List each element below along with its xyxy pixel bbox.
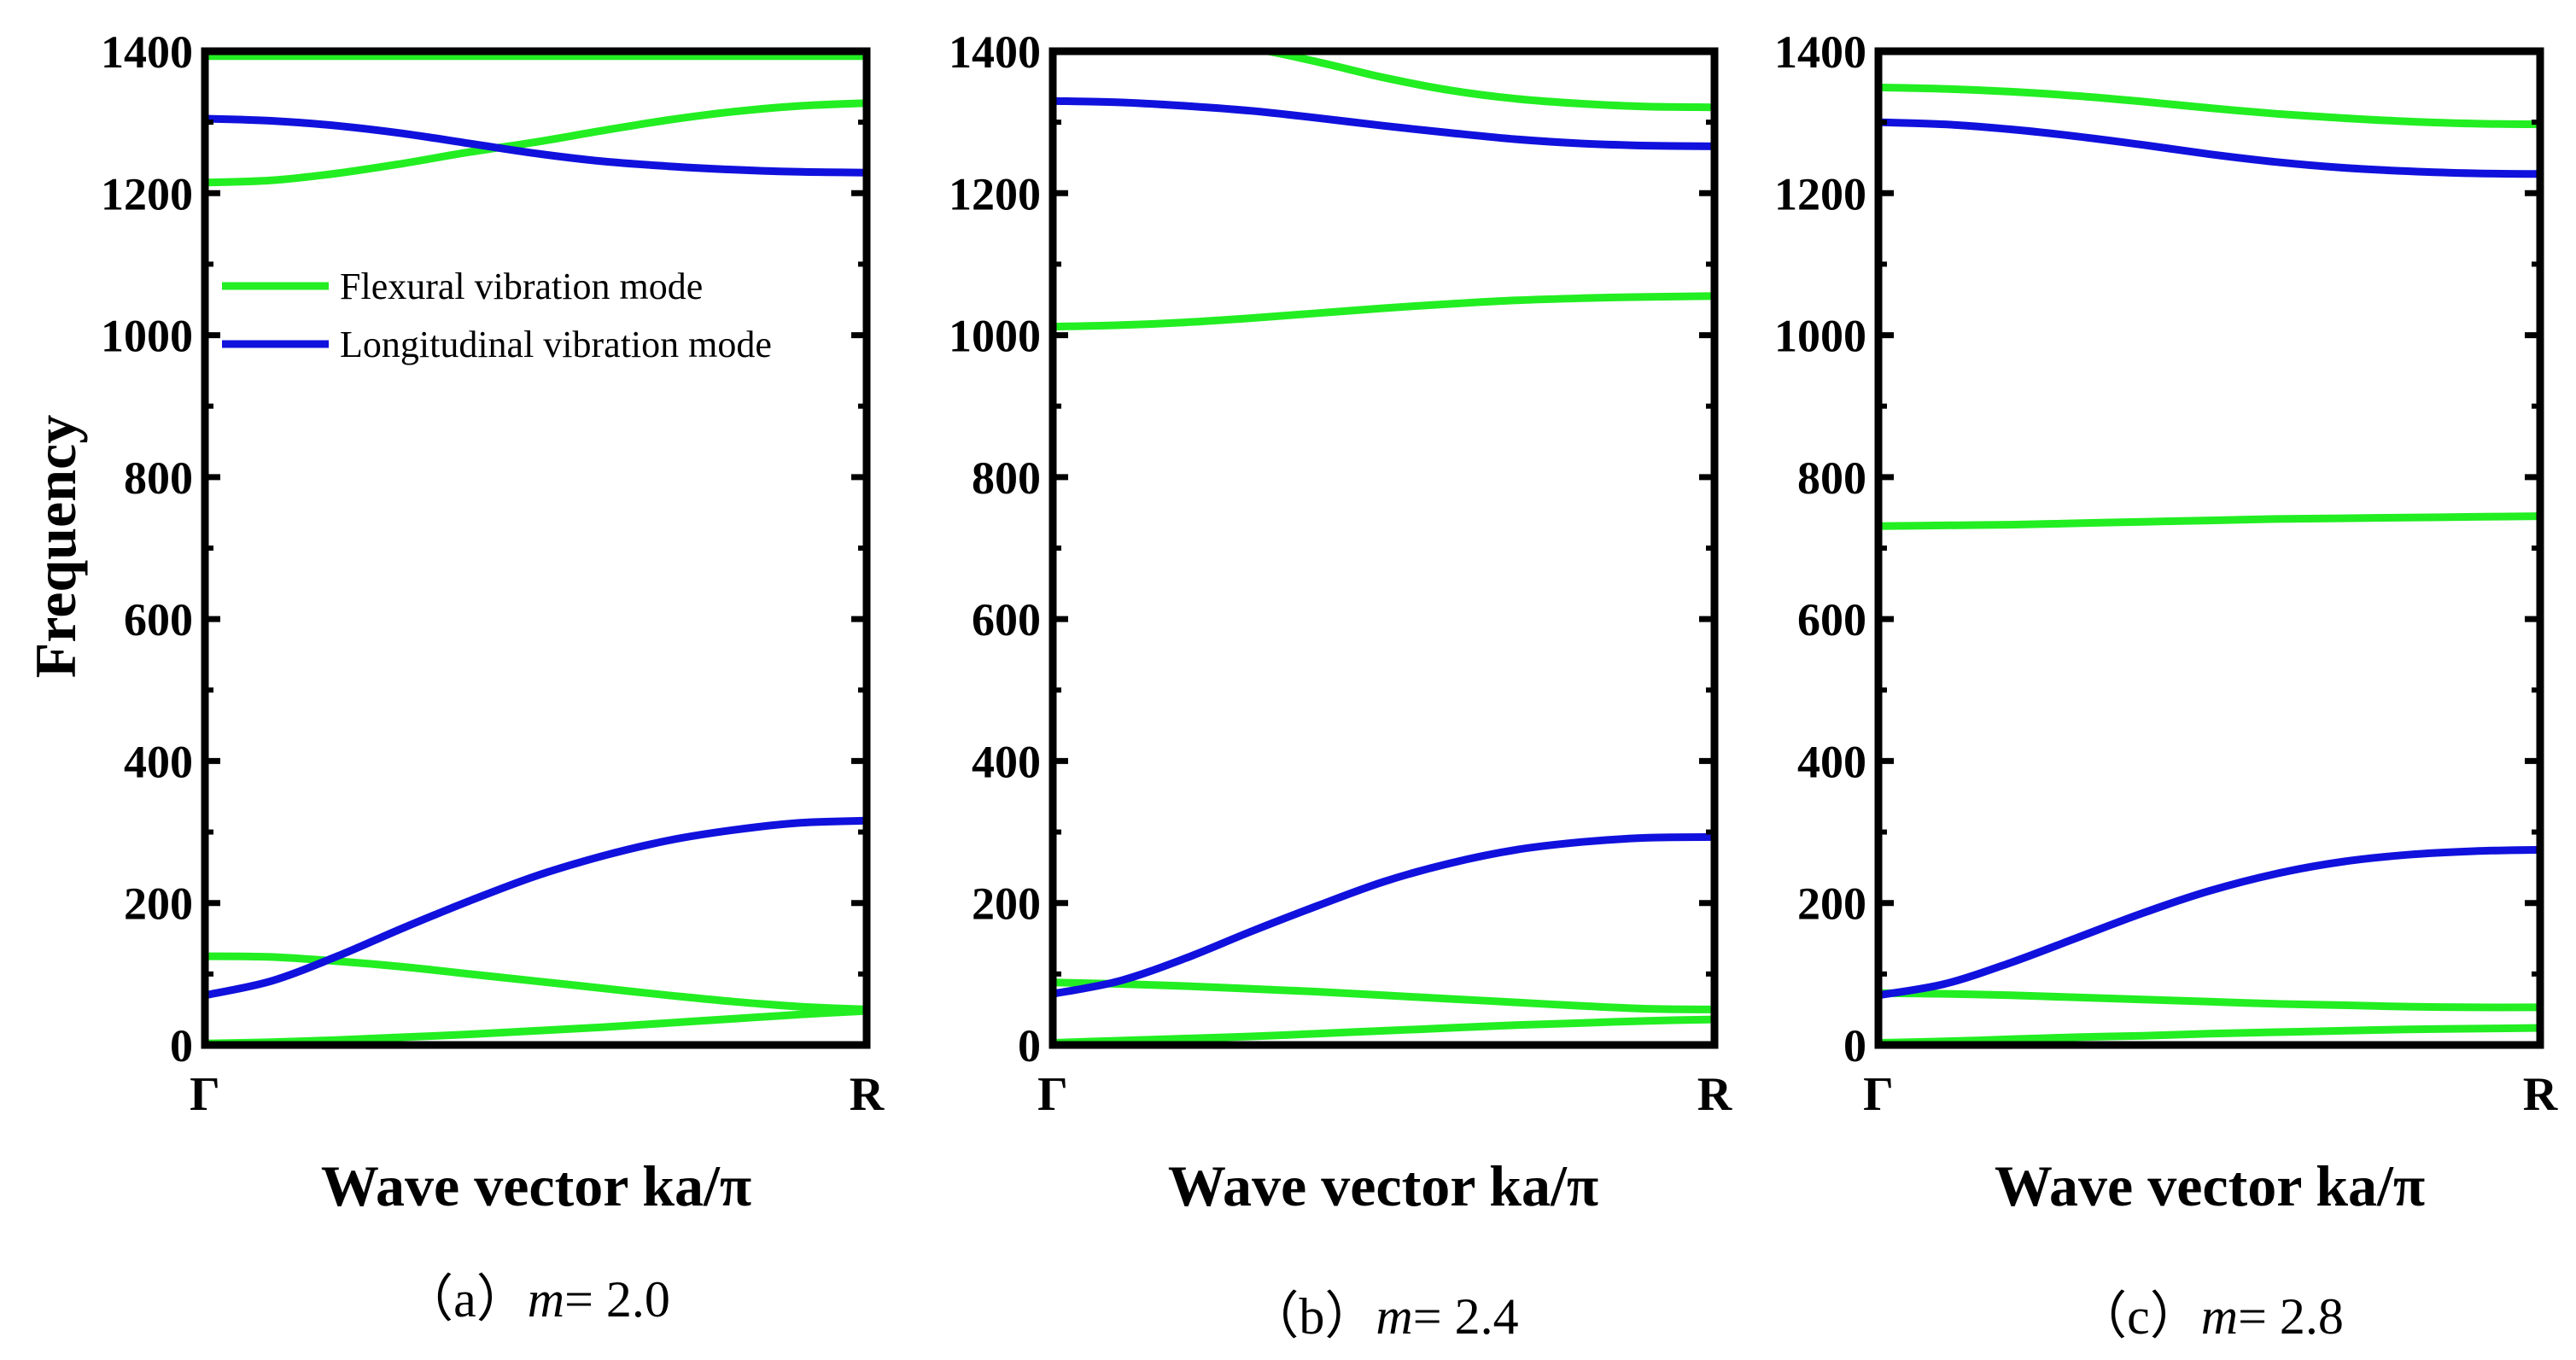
- panel-b: 0 200 400 600 800 1000 1200 1400 Γ R Wave vecto…: [949, 26, 1732, 1345]
- panel-a: 0 200 400 600 800 1000 1200 1400 Γ R Wave vecto…: [101, 26, 885, 1328]
- panel-b-longitudinal-branch-5: [1053, 832, 1714, 998]
- panel-a-flexural-branch-3: [205, 99, 867, 187]
- panel-b-longitudinal-branch-6: [1053, 96, 1714, 150]
- panel-b-y-tick-label-200: 200: [972, 878, 1041, 930]
- panel-b-flexural-branch-1: [1053, 1015, 1714, 1045]
- panel-a-flexural-branch-2: [205, 952, 867, 1013]
- panel-c-frame: [1874, 47, 2544, 1049]
- panel-c-longitudinal-branch-5: [1878, 845, 2540, 1000]
- panel-b-flexural-branch-2: [1053, 978, 1714, 1013]
- panel-c-longitudinal-branch-6: [1878, 118, 2540, 178]
- panel-a-caption-prefix: （a）: [402, 1271, 528, 1328]
- panel-a-caption-var: m: [528, 1271, 564, 1328]
- panel-a-y-tick-label-1000: 1000: [101, 311, 193, 362]
- panel-a-series-layer: [205, 52, 867, 1045]
- panel-a-y-tick-label-800: 800: [124, 452, 193, 504]
- panel-b-y-tick-label-400: 400: [972, 736, 1041, 787]
- panel-c-y-tick-label-1400: 1400: [1774, 26, 1866, 78]
- panel-a-frame: [201, 47, 871, 1049]
- panel-c-flexural-branch-1: [1878, 1024, 2540, 1045]
- panel-b-caption: （b）m= 2.4: [1247, 1288, 1518, 1345]
- legend-longitudinal-label: Longitudinal vibration mode: [340, 324, 772, 365]
- panel-a-y-tick-label-1200: 1200: [101, 168, 193, 219]
- panel-a-flexural-branch-1: [205, 1007, 867, 1045]
- panel-a-caption-value: = 2.0: [564, 1271, 670, 1328]
- legend-flexural-label: Flexural vibration mode: [340, 266, 703, 307]
- panel-b-y-tick-label-800: 800: [972, 452, 1041, 504]
- panel-b-flexural-branch-3: [1053, 292, 1714, 331]
- panel-b-flexural-branch-4: [1242, 51, 1714, 112]
- panel-a-caption: （a）m= 2.0: [402, 1271, 670, 1328]
- panel-c-caption-prefix: （c）: [2076, 1288, 2201, 1345]
- panel-c-flexural-branch-4: [1878, 83, 2540, 129]
- panel-a-y-tick-label-400: 400: [124, 736, 193, 787]
- panel-c-y-tick-label-0: 0: [1843, 1020, 1866, 1071]
- panel-a-ticks: 0 200 400 600 800 1000 1200 1400: [101, 26, 867, 1071]
- panel-b-caption-var: m: [1376, 1288, 1412, 1345]
- panel-c-flexural-branch-2: [1878, 989, 2540, 1012]
- panel-b-y-tick-label-1000: 1000: [949, 311, 1041, 362]
- panel-c-y-tick-label-1000: 1000: [1774, 311, 1866, 362]
- panel-c-flexural-branch-3: [1878, 512, 2540, 530]
- panel-a-y-tick-label-1400: 1400: [101, 26, 193, 78]
- panel-b-ticks: 0 200 400 600 800 1000 1200 1400: [949, 26, 1714, 1071]
- panel-c-ticks: 0 200 400 600 800 1000 1200 1400: [1774, 26, 2540, 1071]
- panel-b-x-tick-r: R: [1697, 1068, 1732, 1121]
- panel-b-y-tick-label-1200: 1200: [949, 168, 1041, 219]
- panel-c-caption-var: m: [2201, 1288, 2238, 1345]
- panel-c-x-axis-title: Wave vector ka/π: [1995, 1153, 2425, 1218]
- legend: Flexural vibration mode Longitudinal vib…: [222, 266, 772, 365]
- panel-b-x-axis-title: Wave vector ka/π: [1168, 1153, 1598, 1218]
- panel-a-y-tick-label-200: 200: [124, 878, 193, 930]
- panel-c-y-tick-label-200: 200: [1797, 878, 1866, 930]
- panel-c-y-tick-label-400: 400: [1797, 736, 1866, 787]
- y-axis-title: Frequency: [23, 415, 88, 679]
- panel-b-frame: [1049, 47, 1719, 1049]
- panel-a-longitudinal-branch-6: [205, 114, 867, 177]
- panel-c-x-tick-r: R: [2523, 1068, 2558, 1121]
- panel-a-y-tick-label-600: 600: [124, 594, 193, 645]
- panel-b-y-tick-label-0: 0: [1018, 1020, 1041, 1071]
- panel-c-caption-value: = 2.8: [2238, 1288, 2344, 1345]
- panel-a-x-tick-gamma: Γ: [190, 1068, 220, 1121]
- panel-a-y-tick-label-0: 0: [170, 1020, 193, 1071]
- panel-a-x-tick-r: R: [850, 1068, 885, 1121]
- panel-c-y-tick-label-1200: 1200: [1774, 168, 1866, 219]
- panel-b-x-tick-gamma: Γ: [1037, 1068, 1068, 1121]
- panel-a-x-axis-title: Wave vector ka/π: [321, 1153, 751, 1218]
- panel-c: 0 200 400 600 800 1000 1200 1400 Γ R Wave vecto…: [1774, 26, 2558, 1345]
- panel-b-y-tick-label-1400: 1400: [949, 26, 1041, 78]
- panel-b-caption-prefix: （b）: [1247, 1288, 1376, 1345]
- panel-b-series-layer: [1053, 51, 1714, 1045]
- panel-c-caption: （c）m= 2.8: [2076, 1288, 2344, 1345]
- panel-c-y-tick-label-800: 800: [1797, 452, 1866, 504]
- panel-c-x-tick-gamma: Γ: [1863, 1068, 1894, 1121]
- panel-c-y-tick-label-600: 600: [1797, 594, 1866, 645]
- panel-b-y-tick-label-600: 600: [972, 594, 1041, 645]
- panel-b-caption-value: = 2.4: [1413, 1288, 1519, 1345]
- panel-a-longitudinal-branch-5: [205, 816, 867, 1000]
- panel-c-series-layer: [1878, 83, 2540, 1045]
